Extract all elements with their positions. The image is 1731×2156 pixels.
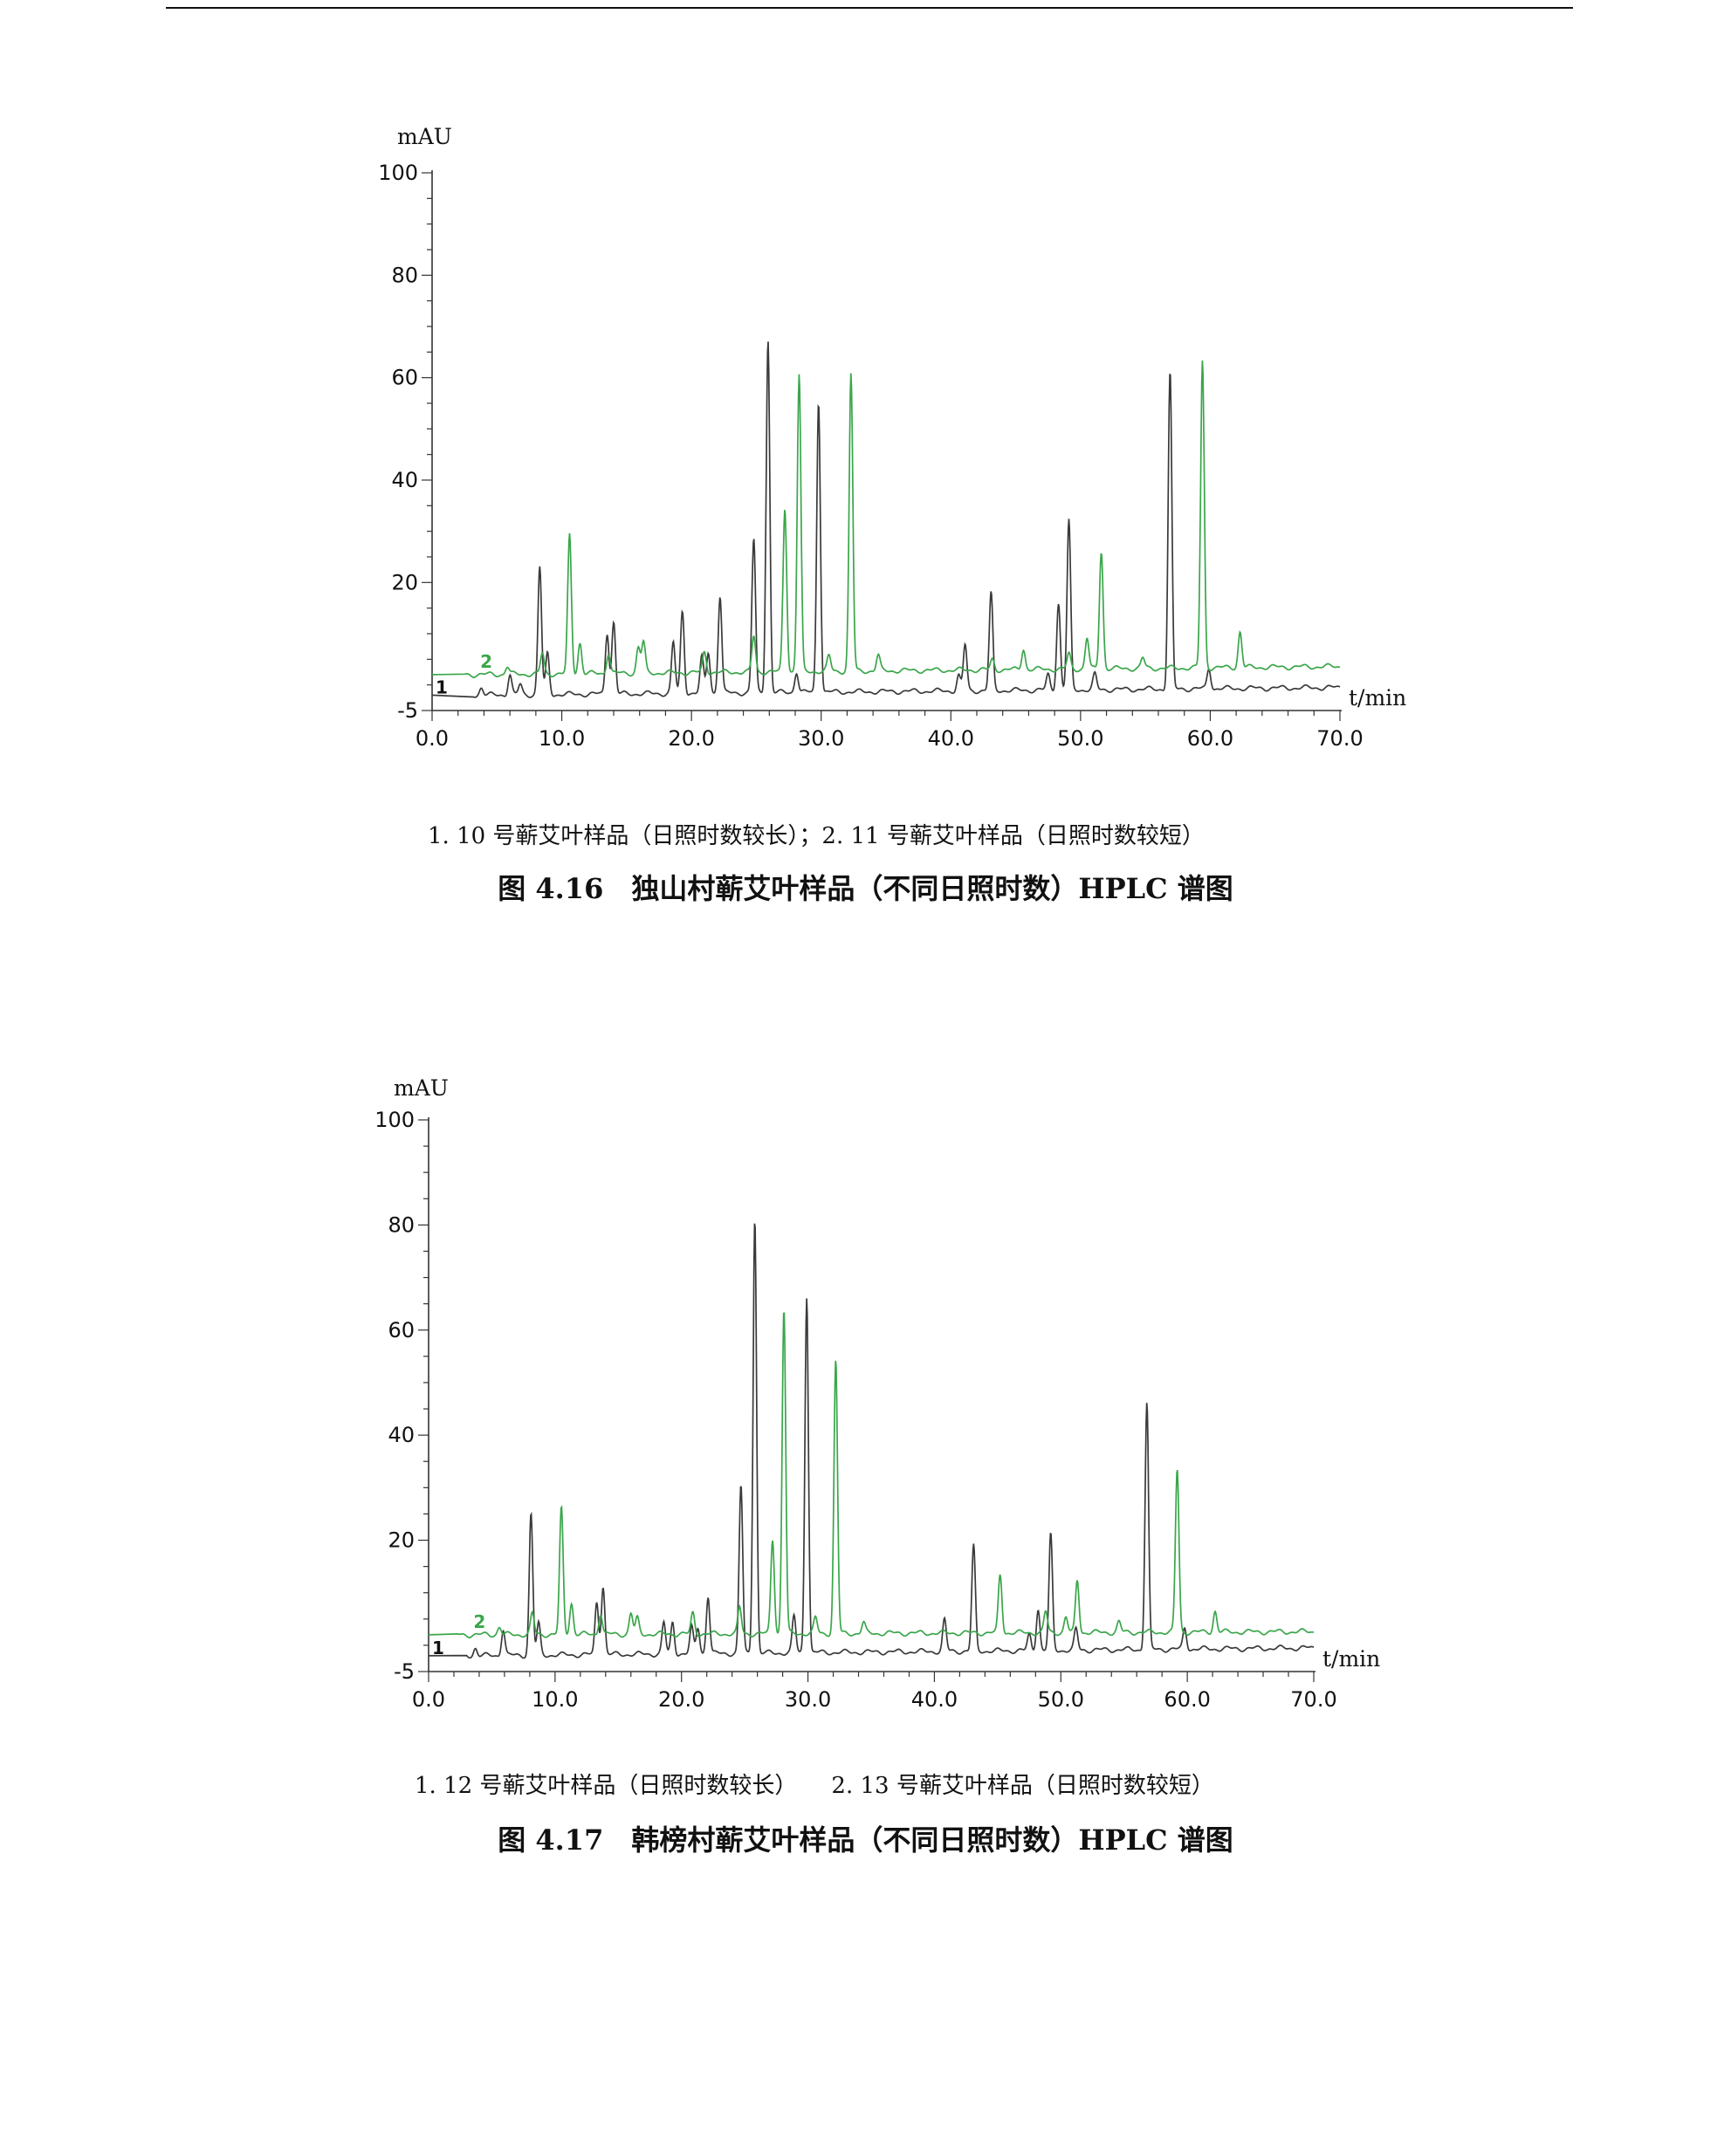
hplc-chart-1: 100 80 60 40 20 -5 mAU 0.0 10.0 20.0 30.0 40.0 50.0 6… [378,124,1406,751]
y-tick-label: 40 [391,468,418,492]
x-tick-label: 10.0 [532,1687,578,1712]
y-tick-label: 80 [391,263,418,287]
x-axis-title: t/min [1322,1646,1380,1672]
y-tick-label: 80 [388,1212,415,1237]
y-tick-label: 60 [391,366,418,390]
x-tick-label: 60.0 [1187,726,1233,751]
x-tick-label: 0.0 [416,726,449,751]
x-tick-label: 70.0 [1290,1687,1336,1712]
y-tick-label: 40 [388,1423,415,1447]
x-tick-label: 70.0 [1316,726,1363,751]
x-tick-label: 60.0 [1164,1687,1210,1712]
x-tick-label: 50.0 [1057,726,1103,751]
y-tick-label: 20 [391,570,418,594]
x-axis-title: t/min [1349,685,1406,711]
x-tick-label: 50.0 [1038,1687,1084,1712]
x-tick-label: 30.0 [798,726,844,751]
trace-2-label: 2 [480,651,492,672]
y-axis-title: mAU [394,1075,449,1101]
x-tick-label: 40.0 [911,1687,958,1712]
trace-2-line [428,1312,1315,1638]
y-tick-label: 100 [378,161,418,185]
trace-1-line [428,1223,1315,1659]
trace-2-label: 2 [473,1611,485,1632]
trace-1-label: 1 [432,1638,444,1658]
trace-2-line [431,360,1341,678]
y-tick-label: 100 [374,1108,415,1132]
trace-1-line [431,341,1341,698]
x-tick-label: 40.0 [928,726,974,751]
x-tick-label: 20.0 [668,726,714,751]
x-tick-label: 30.0 [785,1687,831,1712]
x-tick-label: 20.0 [658,1687,704,1712]
hplc-chart-2: 100 80 60 40 20 -5 mAU 0.0 10.0 20.0 30.0 40.0 50.0 6… [374,1075,1380,1712]
page-header-rule [166,7,1573,9]
x-tick-label: 10.0 [539,726,585,751]
figure-caption: 图 4.16 独山村蕲艾叶样品（不同日照时数）HPLC 谱图 [498,872,1233,905]
y-tick-label: 20 [388,1528,415,1553]
y-axis-title: mAU [397,124,452,149]
y-tick-label: -5 [397,698,418,723]
y-tick-label: 60 [388,1318,415,1342]
figure-legend: 1. 10 号蕲艾叶样品（日照时数较长）；2. 11 号蕲艾叶样品（日照时数较短… [428,823,1205,849]
figure-caption: 图 4.17 韩榜村蕲艾叶样品（不同日照时数）HPLC 谱图 [498,1823,1233,1857]
figure-legend: 1. 12 号蕲艾叶样品（日照时数较长） 2. 13 号蕲艾叶样品（日照时数较短… [415,1773,1214,1799]
trace-1-label: 1 [436,676,448,697]
x-tick-label: 0.0 [412,1687,445,1712]
y-tick-label: -5 [394,1659,415,1684]
